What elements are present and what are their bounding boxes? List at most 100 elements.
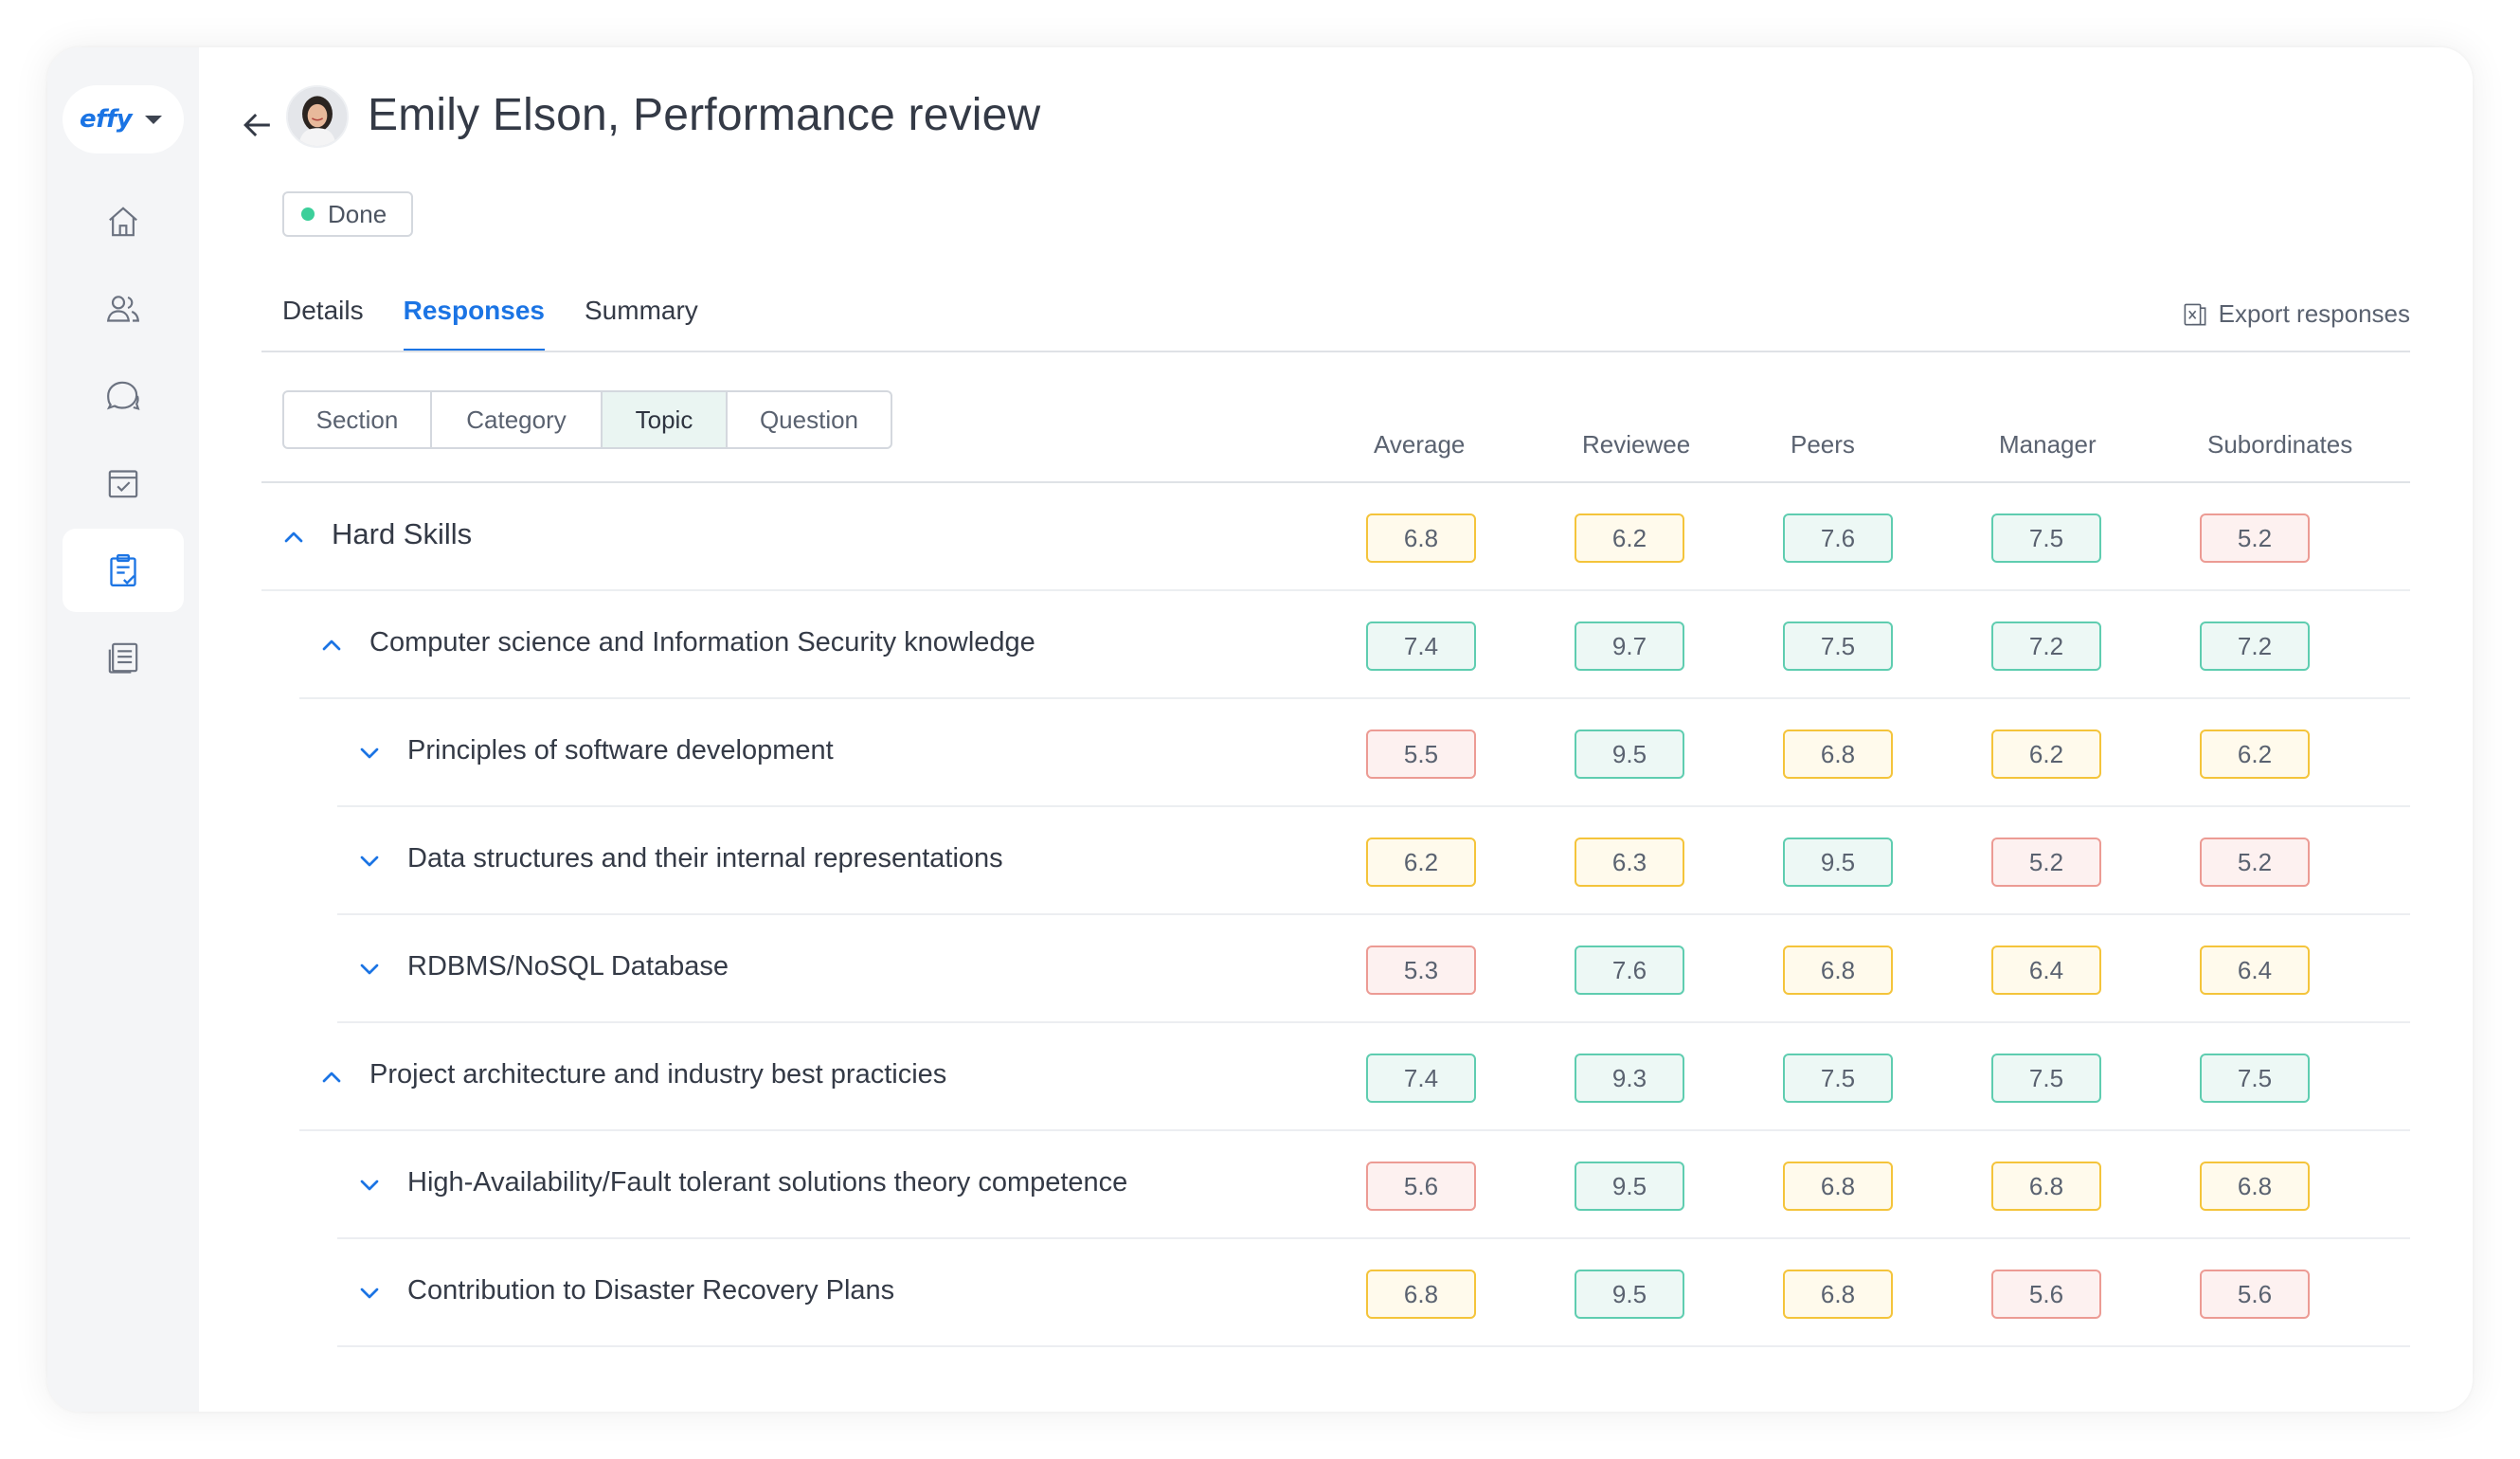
table-row[interactable]: Hard Skills 6.8 6.2 7.6 7.5 5.2 [199,483,2473,591]
app-window: effy [47,47,2473,1412]
row-label: Principles of software development [407,735,834,766]
chevron-down-icon[interactable] [354,738,385,768]
score-badge-reviewee: 9.5 [1575,1270,1684,1319]
score-badge-manager: 7.5 [1991,1054,2101,1103]
row-label: Contribution to Disaster Recovery Plans [407,1275,895,1306]
status-label: Done [328,199,387,228]
score-badge-peers: 7.6 [1783,513,1893,563]
score-badge-reviewee: 9.7 [1575,621,1684,671]
status-dot [301,207,315,221]
score-badge-peers: 7.5 [1783,1054,1893,1103]
row-label: Hard Skills [332,517,473,550]
chevron-down-icon[interactable] [354,954,385,984]
table-row[interactable]: High-Availability/Fault tolerant solutio… [199,1131,2473,1239]
chevron-down-icon[interactable] [354,1278,385,1308]
score-badge-manager: 6.8 [1991,1162,2101,1211]
chevron-down-icon[interactable] [354,846,385,876]
score-badge-subordinates: 7.2 [2200,621,2310,671]
sidebar-item-documents[interactable] [63,616,184,699]
score-badge-peers: 6.8 [1783,1270,1893,1319]
column-header-subordinates: Subordinates [2207,430,2353,459]
row-divider [299,1129,2410,1131]
score-badge-peers: 9.5 [1783,838,1893,887]
calendar-check-icon [108,470,138,498]
chevron-up-icon[interactable] [316,1062,347,1092]
table-row[interactable]: Data structures and their internal repre… [199,807,2473,915]
chevron-up-icon[interactable] [316,630,347,660]
score-badge-reviewee: 6.2 [1575,513,1684,563]
score-badge-average: 6.8 [1366,513,1476,563]
row-divider [337,1345,2410,1347]
row-divider [261,589,2410,591]
back-arrow-icon[interactable] [237,104,279,146]
chevron-down-icon[interactable] [354,1170,385,1200]
row-divider [337,1237,2410,1239]
score-badge-manager: 6.2 [1991,730,2101,779]
score-badge-manager: 7.5 [1991,513,2101,563]
tab-bar: Details Responses Summary [282,296,738,352]
table-row[interactable]: Computer science and Information Securit… [199,591,2473,699]
excel-file-icon [2184,303,2206,325]
score-badge-average: 6.8 [1366,1270,1476,1319]
tab-summary[interactable]: Summary [585,296,698,325]
row-label: RDBMS/NoSQL Database [407,951,729,982]
grouping-toggle: Section Category Topic Question [282,390,892,449]
group-by-section[interactable]: Section [284,392,432,447]
group-by-category[interactable]: Category [432,392,603,447]
export-label: Export responses [2218,299,2410,328]
score-badge-reviewee: 7.6 [1575,946,1684,995]
sidebar-item-reviews[interactable] [63,529,184,612]
row-divider [299,697,2410,699]
score-badge-manager: 6.4 [1991,946,2101,995]
score-badge-reviewee: 9.3 [1575,1054,1684,1103]
score-badge-peers: 6.8 [1783,946,1893,995]
table-row[interactable]: Contribution to Disaster Recovery Plans 6… [199,1239,2473,1347]
sidebar-item-calendar[interactable] [63,441,184,525]
score-badge-average: 5.6 [1366,1162,1476,1211]
score-badge-subordinates: 6.2 [2200,730,2310,779]
row-divider [337,805,2410,807]
sidebar: effy [47,47,199,1412]
score-badge-subordinates: 5.2 [2200,513,2310,563]
score-badge-average: 6.2 [1366,838,1476,887]
chevron-up-icon[interactable] [279,522,309,552]
row-divider [337,913,2410,915]
score-badge-subordinates: 5.2 [2200,838,2310,887]
row-label: Project architecture and industry best p… [369,1059,947,1090]
sidebar-item-home[interactable] [63,180,184,263]
chat-icon [106,381,140,410]
sidebar-item-people[interactable] [63,267,184,351]
avatar [286,85,349,148]
column-header-peers: Peers [1791,430,1855,459]
table-row[interactable]: RDBMS/NoSQL Database 5.3 7.6 6.8 6.4 6.4 [199,915,2473,1023]
home-icon [109,207,137,237]
column-header-average: Average [1374,430,1466,459]
score-badge-average: 5.3 [1366,946,1476,995]
header-divider [261,481,2410,483]
main-content: Emily Elson, Performance review Done Det… [199,47,2473,1412]
workspace-switcher[interactable]: effy [63,85,184,153]
score-badge-subordinates: 6.4 [2200,946,2310,995]
score-badge-manager: 5.2 [1991,838,2101,887]
score-badge-reviewee: 9.5 [1575,730,1684,779]
column-header-reviewee: Reviewee [1582,430,1691,459]
score-badge-reviewee: 6.3 [1575,838,1684,887]
row-label: Computer science and Information Securit… [369,627,1035,657]
score-badge-peers: 7.5 [1783,621,1893,671]
score-badge-average: 5.5 [1366,730,1476,779]
row-label: Data structures and their internal repre… [407,843,1003,874]
score-badge-subordinates: 5.6 [2200,1270,2310,1319]
group-by-topic[interactable]: Topic [603,392,728,447]
tab-responses[interactable]: Responses [403,296,546,352]
export-responses-button[interactable]: Export responses [2181,299,2410,329]
page-title: Emily Elson, Performance review [368,90,1041,140]
table-row[interactable]: Project architecture and industry best p… [199,1023,2473,1131]
table-row[interactable]: Principles of software development 5.5 9.5… [199,699,2473,807]
clipboard-check-icon [110,554,136,586]
document-list-icon [108,642,138,674]
people-icon [106,296,140,322]
score-badge-manager: 7.2 [1991,621,2101,671]
group-by-question[interactable]: Question [759,405,859,434]
tab-details[interactable]: Details [282,296,364,325]
sidebar-item-messages[interactable] [63,354,184,438]
